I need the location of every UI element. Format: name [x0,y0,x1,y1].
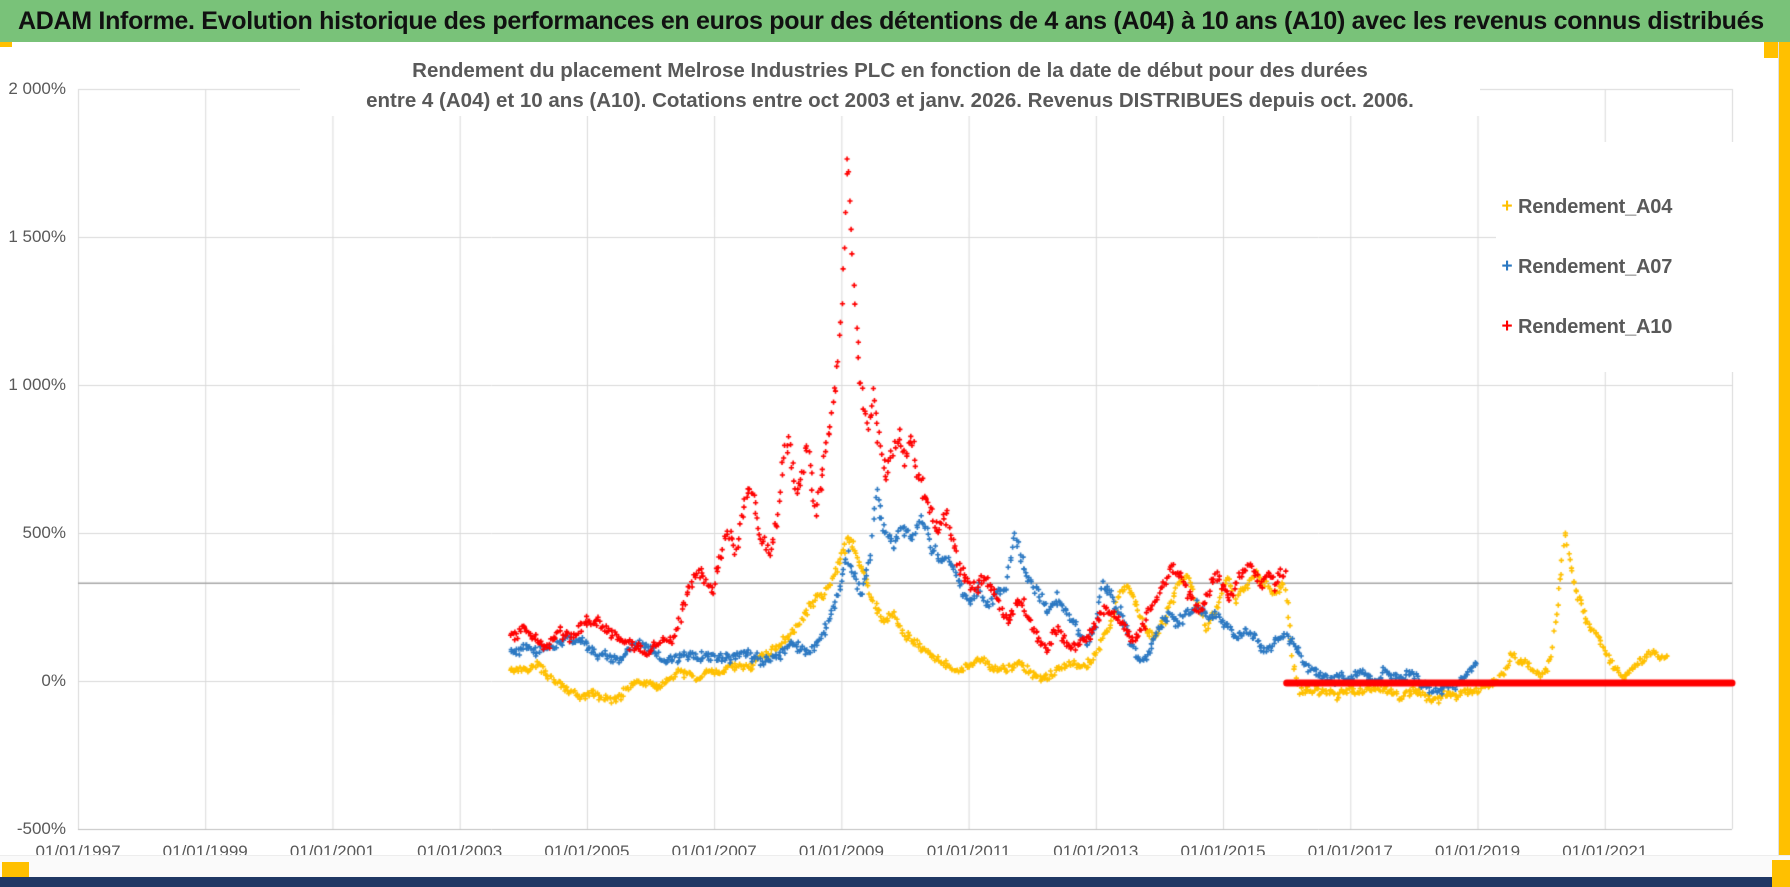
legend: + Rendement_A04 + Rendement_A07 + Rendement_A… [1496,142,1770,372]
legend-item-rendement_a07[interactable]: + Rendement_A07 [1496,250,1770,284]
bottom-strip [0,855,1790,878]
right-accent-border [1778,42,1790,887]
y-tick-label: 0% [41,671,66,690]
legend-item-rendement_a10[interactable]: + Rendement_A10 [1496,310,1770,344]
chart-canvas[interactable] [0,42,1790,877]
plus-marker-icon: + [1501,256,1513,277]
legend-item-rendement_a04[interactable]: + Rendement_A04 [1496,190,1770,224]
chart-title-line1: Rendement du placement Melrose Industrie… [412,59,1368,82]
bottom-right-accent [1772,860,1790,887]
bottom-left-accent [2,862,29,877]
y-tick-label: -500% [16,819,66,838]
chart-title: Rendement du placement Melrose Industrie… [300,56,1480,116]
plus-marker-icon: + [1501,316,1513,337]
y-tick-label: 1 000% [8,375,66,394]
y-tick-label: 1 500% [8,227,66,246]
legend-item-label: Rendement_A07 [1518,255,1673,278]
chart-title-line2: entre 4 (A04) et 10 ans (A10). Cotations… [366,89,1414,112]
plus-marker-icon: + [1501,196,1513,217]
corner-nub-left [0,42,12,47]
legend-item-label: Rendement_A04 [1518,195,1673,218]
legend-item-label: Rendement_A10 [1518,315,1673,338]
bottom-bar [0,877,1790,887]
header-title: ADAM Informe. Evolution historique des p… [18,6,1764,35]
header-bar: ADAM Informe. Evolution historique des p… [0,0,1790,42]
y-tick-label: 500% [22,523,66,542]
y-tick-label: 2 000% [8,79,66,98]
chart-sheet: Rendement du placement Melrose Industrie… [0,42,1790,877]
